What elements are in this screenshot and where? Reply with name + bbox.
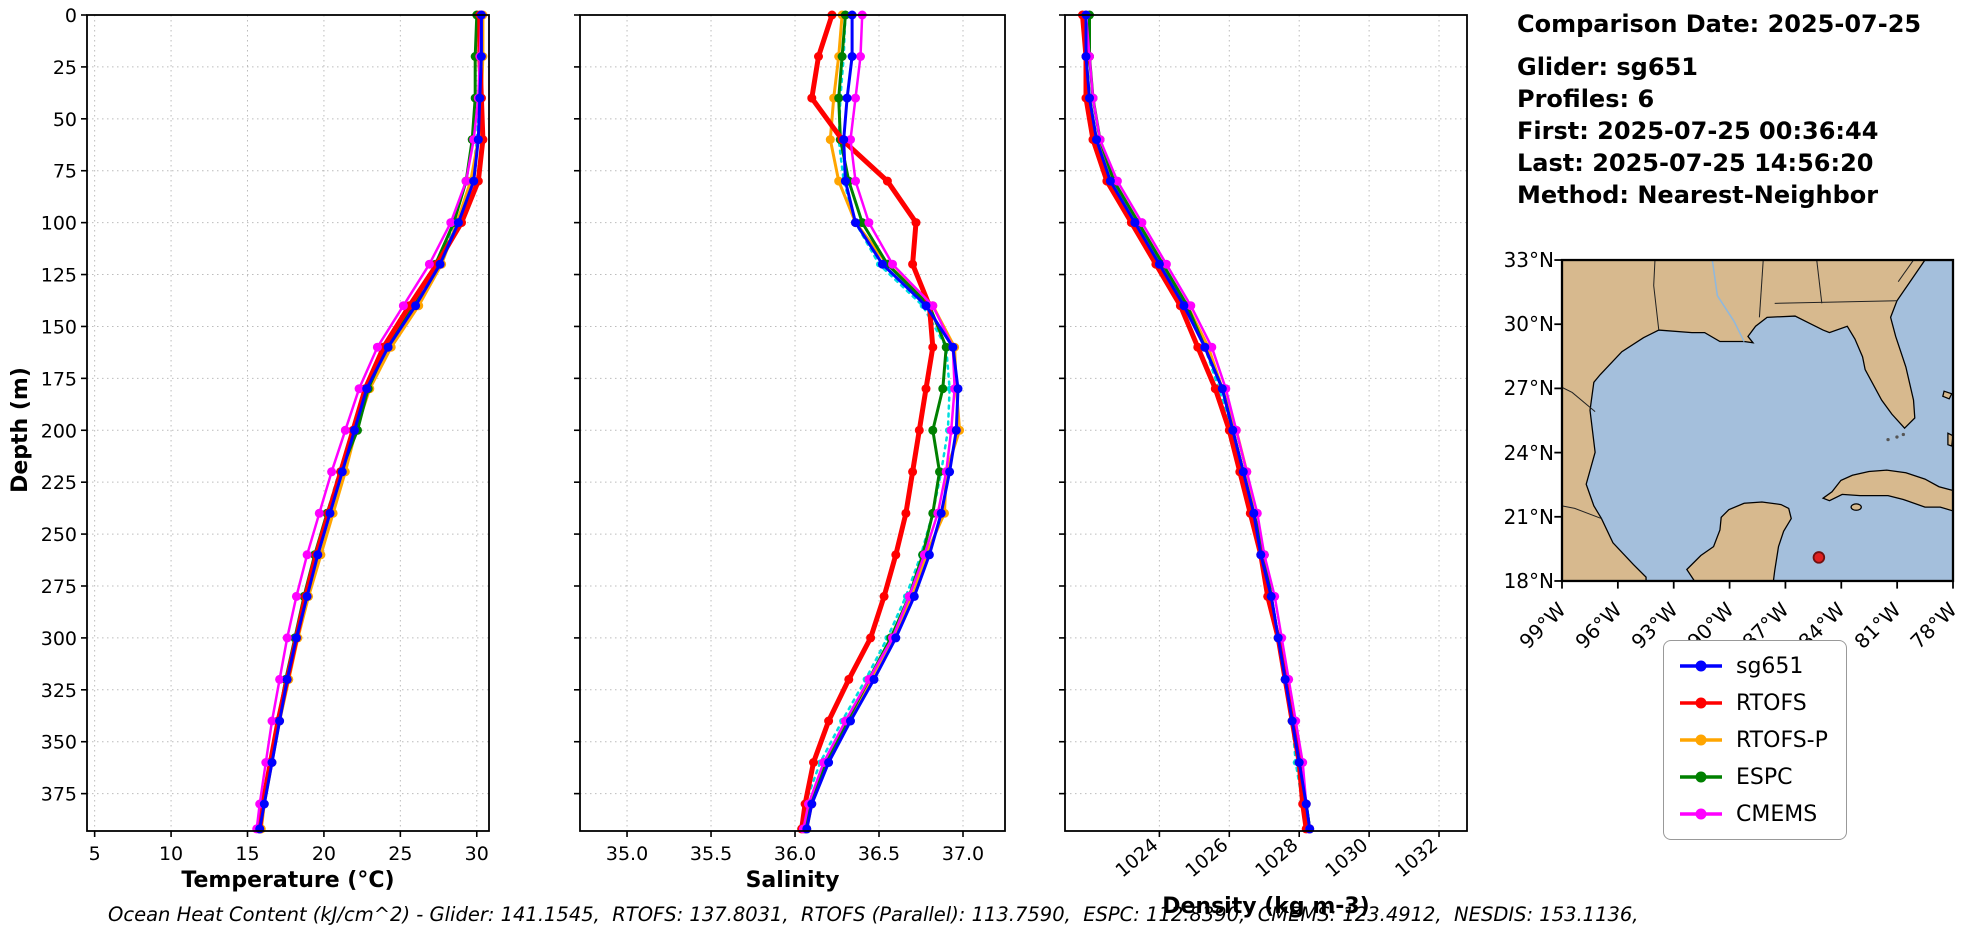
map-lat-label: 21°N [1503, 504, 1554, 529]
svg-text:5: 5 [89, 843, 101, 865]
method: Method: Nearest-Neighbor [1517, 181, 1879, 209]
model-legend: sg651 RTOFS RTOFS-P ESPC CMEMS [1663, 640, 1847, 840]
svg-text:15: 15 [235, 843, 259, 865]
legend-line-marker [1680, 734, 1722, 746]
info-spacer [1517, 40, 1921, 51]
location-map: 33°N 30°N 27°N 24°N 21°N 18°N 99°W 96°W 93°W 90°W… [1480, 248, 1985, 680]
legend-line-marker [1680, 808, 1722, 820]
legend-line-marker [1680, 697, 1722, 709]
mississippi-river [1711, 259, 1745, 342]
legend-line-marker [1680, 660, 1722, 672]
svg-text:75: 75 [53, 161, 77, 183]
map-ticks [1554, 259, 1954, 589]
svg-text:100: 100 [41, 213, 77, 235]
legend-item: sg651 [1678, 651, 1828, 681]
svg-text:275: 275 [41, 576, 77, 598]
map-lat-label: 24°N [1503, 440, 1554, 465]
svg-text:375: 375 [41, 784, 77, 806]
map-frame [1560, 258, 1955, 583]
svg-text:Depth (m): Depth (m) [8, 367, 33, 493]
legend-line-marker [1680, 771, 1722, 783]
gulf-of-mexico-map [1554, 258, 1955, 589]
legend-item: RTOFS [1678, 688, 1828, 718]
svg-text:20: 20 [312, 843, 336, 865]
svg-text:1026: 1026 [1181, 834, 1232, 882]
svg-text:1030: 1030 [1321, 834, 1372, 882]
border-al-ga [1816, 259, 1823, 304]
legend-item: RTOFS-P [1678, 725, 1828, 755]
svg-text:Temperature (°C): Temperature (°C) [181, 868, 394, 893]
first-profile-time: First: 2025-07-25 00:36:44 [1517, 117, 1879, 145]
svg-text:50: 50 [53, 109, 77, 131]
svg-text:35.0: 35.0 [606, 843, 648, 865]
svg-text:250: 250 [41, 524, 77, 546]
svg-text:300: 300 [41, 628, 77, 650]
svg-text:1032: 1032 [1391, 834, 1442, 882]
florida-keys [1895, 435, 1899, 439]
svg-text:Salinity: Salinity [746, 868, 840, 893]
svg-text:325: 325 [41, 680, 77, 702]
svg-text:36.5: 36.5 [858, 843, 900, 865]
comparison-info: Comparison Date: 2025-07-25 Glider: sg65… [1517, 8, 1921, 211]
border-tx-la [1653, 259, 1660, 331]
svg-text:150: 150 [41, 316, 77, 338]
profile-plots: 5 10 15 20 25 3002550751001251501752002252502… [8, 5, 1468, 919]
svg-text:1024: 1024 [1111, 834, 1162, 882]
legend-label: ESPC [1736, 764, 1793, 790]
legend-label: sg651 [1736, 653, 1804, 679]
svg-text:Density (kg m-3): Density (kg m-3) [1162, 894, 1370, 919]
legend-item: ESPC [1678, 762, 1828, 792]
ocean-heat-content-footer: Ocean Heat Content (kJ/cm^2) - Glider: 1… [108, 903, 1639, 926]
map-lat-label: 30°N [1503, 312, 1554, 337]
last-profile-time: Last: 2025-07-25 14:56:20 [1517, 149, 1874, 177]
svg-text:36.0: 36.0 [774, 843, 816, 865]
svg-text:37.0: 37.0 [942, 843, 984, 865]
map-lat-label: 18°N [1503, 569, 1554, 593]
border-ga-sc [1897, 259, 1914, 282]
svg-text:200: 200 [41, 420, 77, 442]
svg-text:0: 0 [65, 5, 77, 27]
svg-text:10: 10 [159, 843, 183, 865]
comparison-date: Comparison Date: 2025-07-25 [1517, 10, 1922, 38]
land-andros [1947, 432, 1954, 447]
legend-label: CMEMS [1736, 801, 1818, 827]
legend-label: RTOFS [1736, 690, 1807, 716]
svg-text:125: 125 [41, 265, 77, 287]
land-isle-of-youth [1850, 503, 1862, 511]
glider-name: Glider: sg651 [1517, 53, 1698, 81]
map-lon-label: 78°W [1905, 597, 1962, 654]
legend-item: CMEMS [1678, 799, 1828, 829]
svg-text:25: 25 [388, 843, 412, 865]
svg-text:25: 25 [53, 57, 77, 79]
svg-text:1028: 1028 [1251, 834, 1302, 882]
map-lon-label: 99°W [1514, 597, 1571, 654]
svg-text:35.5: 35.5 [690, 843, 732, 865]
map-lat-label: 27°N [1503, 376, 1554, 401]
svg-text:350: 350 [41, 732, 77, 754]
profiles-count: Profiles: 6 [1517, 85, 1655, 113]
florida-keys [1886, 437, 1890, 442]
florida-keys [1901, 432, 1905, 437]
border-fl-north [1774, 300, 1897, 304]
svg-text:30: 30 [465, 843, 489, 865]
map-lon-label: 96°W [1570, 597, 1627, 654]
svg-text:175: 175 [41, 368, 77, 390]
land-yucatan [1685, 501, 1792, 582]
glider-location-marker [1812, 551, 1826, 564]
map-lat-label: 33°N [1503, 248, 1554, 272]
legend-label: RTOFS-P [1736, 727, 1828, 753]
svg-text:225: 225 [41, 472, 77, 494]
land-bahamas [1942, 390, 1953, 400]
border-mexico-us [1561, 386, 1596, 412]
border-mexico-state [1561, 505, 1602, 520]
border-ms-al [1758, 259, 1764, 318]
